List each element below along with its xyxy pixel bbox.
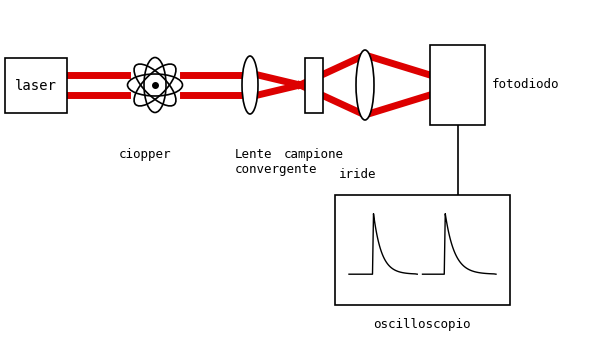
Text: campione: campione <box>284 148 344 161</box>
Bar <box>5 58 67 113</box>
Bar <box>305 58 323 113</box>
Text: laser: laser <box>15 79 57 92</box>
Bar <box>430 45 485 125</box>
Bar <box>335 195 510 305</box>
Text: fotodiodo: fotodiodo <box>492 79 560 92</box>
Text: ciopper: ciopper <box>119 148 171 161</box>
Ellipse shape <box>242 56 258 114</box>
Text: oscilloscopio: oscilloscopio <box>373 318 471 331</box>
Text: Lente
convergente: Lente convergente <box>235 148 317 176</box>
Ellipse shape <box>356 50 374 120</box>
Text: iride: iride <box>339 168 377 181</box>
